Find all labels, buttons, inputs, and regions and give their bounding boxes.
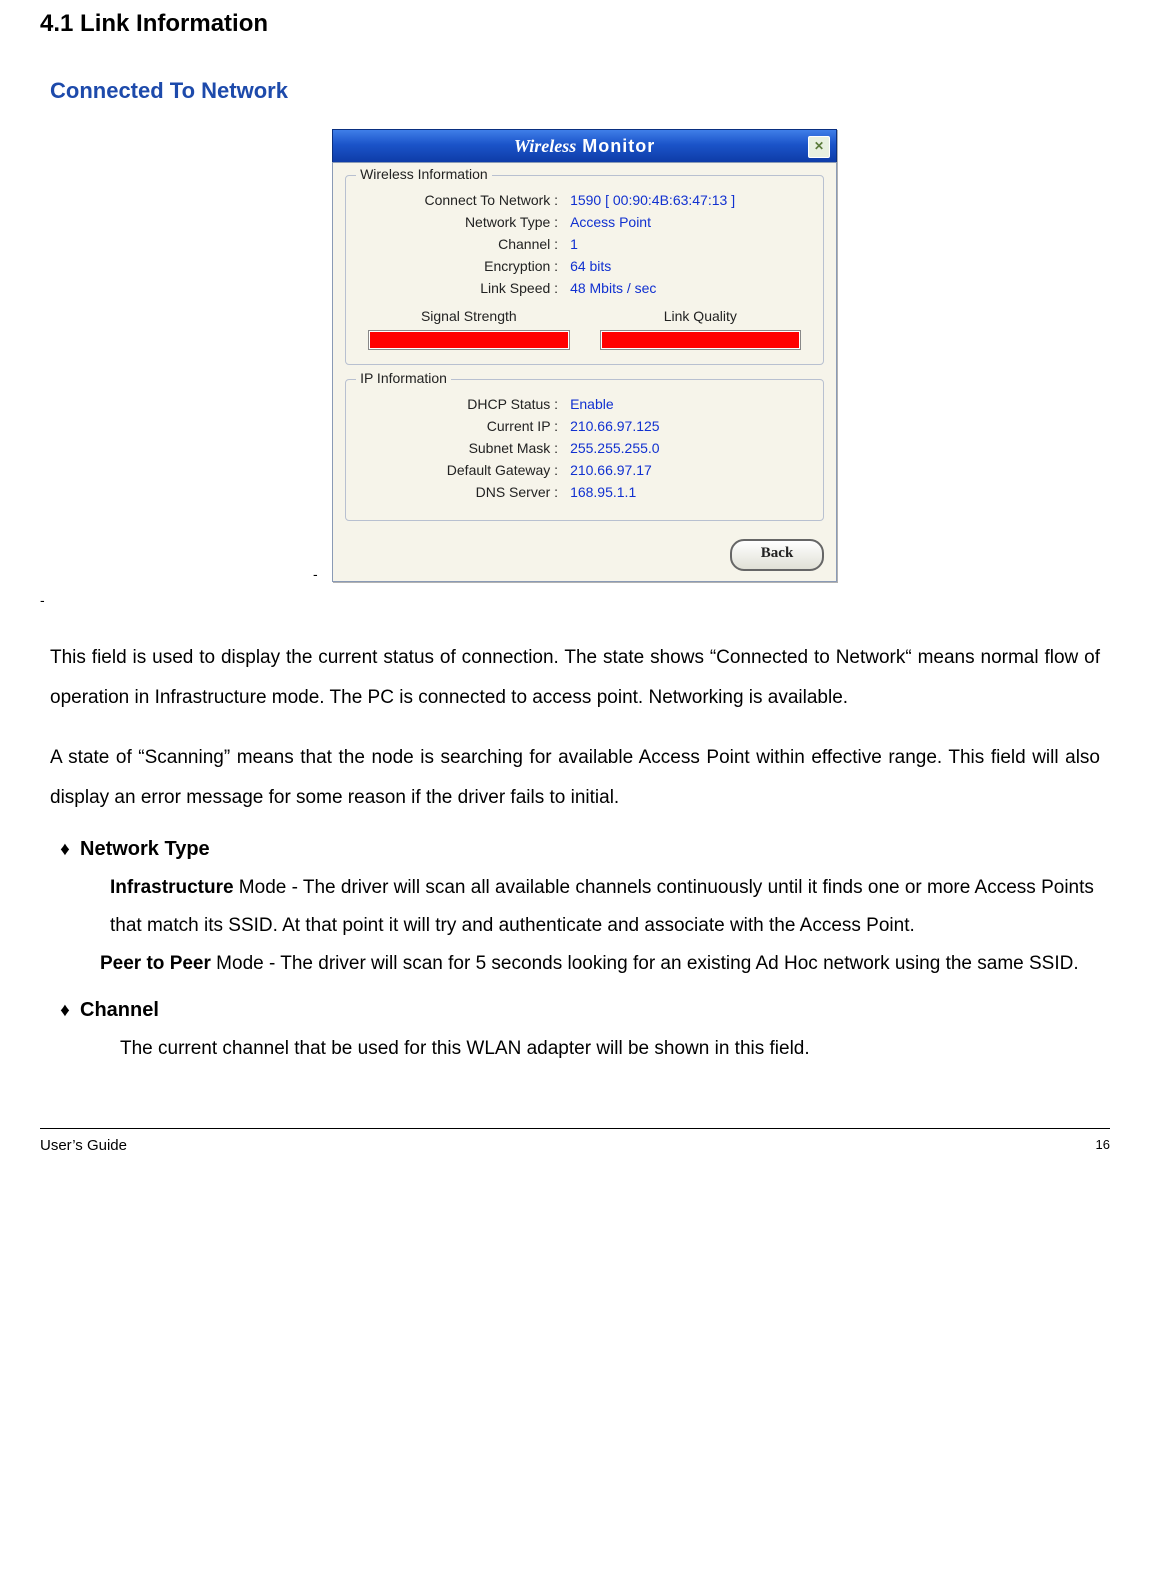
back-button[interactable]: Back (730, 539, 824, 571)
signal-fill (370, 332, 568, 348)
dhcp-label: DHCP Status : (358, 396, 570, 412)
encryption-value: 64 bits (570, 258, 611, 274)
nettype-value: Access Point (570, 214, 651, 230)
close-icon[interactable]: ✕ (808, 136, 830, 158)
ip-info-fieldset: IP Information DHCP Status : Enable Curr… (345, 379, 824, 521)
title-monitor: Monitor (576, 136, 655, 156)
channel-value: 1 (570, 236, 578, 252)
connect-value: 1590 [ 00:90:4B:63:47:13 ] (570, 192, 735, 208)
row-dhcp: DHCP Status : Enable (358, 396, 811, 412)
nettype-label: Network Type : (358, 214, 570, 230)
mask-value: 255.255.255.0 (570, 440, 660, 456)
decorative-dash: - (313, 566, 318, 582)
bullet-icon: ♦ (50, 839, 80, 861)
decorative-dash-2: - (40, 592, 1110, 608)
dns-label: DNS Server : (358, 484, 570, 500)
wireless-info-fieldset: Wireless Information Connect To Network … (345, 175, 824, 365)
dhcp-value: Enable (570, 396, 614, 412)
row-gw: Default Gateway : 210.66.97.17 (358, 462, 811, 478)
p2p-body: Peer to Peer Mode - The driver will scan… (100, 945, 1100, 983)
infra-rest: Mode - The driver will scan all availabl… (110, 877, 1094, 936)
quality-track (600, 330, 802, 350)
quality-meter: Link Quality (600, 308, 802, 350)
footer-right: 16 (1096, 1137, 1110, 1154)
p2p-rest: Mode - The driver will scan for 5 second… (211, 953, 1079, 974)
linkspeed-value: 48 Mbits / sec (570, 280, 656, 296)
connect-label: Connect To Network : (358, 192, 570, 208)
section-heading: 4.1 Link Information (40, 10, 1110, 38)
ip-value: 210.66.97.125 (570, 418, 660, 434)
infra-bold: Infrastructure (110, 877, 234, 898)
bullet-network-type: ♦ Network Type (50, 838, 1100, 861)
title-bar: Wireless Monitor ✕ (332, 129, 837, 162)
sub-heading: Connected To Network (50, 78, 1110, 104)
quality-label: Link Quality (600, 308, 802, 324)
infra-body: Infrastructure Mode - The driver will sc… (110, 869, 1100, 945)
p2p-bold: Peer to Peer (100, 953, 211, 974)
ip-label: Current IP : (358, 418, 570, 434)
meters: Signal Strength Link Quality (358, 308, 811, 350)
signal-meter: Signal Strength (368, 308, 570, 350)
dns-value: 168.95.1.1 (570, 484, 636, 500)
encryption-label: Encryption : (358, 258, 570, 274)
footer: User’s Guide 16 (40, 1128, 1110, 1154)
row-dns: DNS Server : 168.95.1.1 (358, 484, 811, 500)
paragraph-2: A state of “Scanning” means that the nod… (50, 738, 1100, 818)
gw-label: Default Gateway : (358, 462, 570, 478)
row-mask: Subnet Mask : 255.255.255.0 (358, 440, 811, 456)
paragraph-1: This field is used to display the curren… (50, 638, 1100, 718)
footer-left: User’s Guide (40, 1137, 127, 1154)
quality-fill (602, 332, 800, 348)
row-linkspeed: Link Speed : 48 Mbits / sec (358, 280, 811, 296)
bullet-icon: ♦ (50, 1000, 80, 1022)
window-title: Wireless Monitor (514, 136, 655, 157)
row-connect: Connect To Network : 1590 [ 00:90:4B:63:… (358, 192, 811, 208)
bullet-channel: ♦ Channel (50, 999, 1100, 1022)
signal-label: Signal Strength (368, 308, 570, 324)
title-wireless: Wireless (514, 136, 576, 156)
app-body: Wireless Information Connect To Network … (332, 162, 837, 582)
row-nettype: Network Type : Access Point (358, 214, 811, 230)
app-window: Wireless Monitor ✕ Wireless Information … (332, 129, 837, 582)
ip-info-legend: IP Information (356, 370, 451, 386)
channel-label: Channel : (358, 236, 570, 252)
bullet-title-channel: Channel (80, 999, 159, 1022)
linkspeed-label: Link Speed : (358, 280, 570, 296)
mask-label: Subnet Mask : (358, 440, 570, 456)
wireless-info-legend: Wireless Information (356, 166, 492, 182)
signal-track (368, 330, 570, 350)
row-encryption: Encryption : 64 bits (358, 258, 811, 274)
bullet-title-nettype: Network Type (80, 838, 210, 861)
row-channel: Channel : 1 (358, 236, 811, 252)
channel-body: The current channel that be used for thi… (120, 1030, 1100, 1068)
gw-value: 210.66.97.17 (570, 462, 652, 478)
row-ip: Current IP : 210.66.97.125 (358, 418, 811, 434)
